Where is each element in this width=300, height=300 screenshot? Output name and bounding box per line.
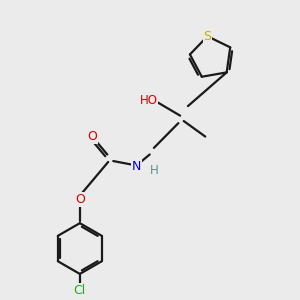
- Text: N: N: [132, 160, 141, 173]
- Text: H: H: [150, 164, 159, 177]
- Text: O: O: [87, 130, 97, 143]
- Text: Cl: Cl: [74, 284, 86, 297]
- Text: O: O: [75, 193, 85, 206]
- Text: HO: HO: [140, 94, 158, 107]
- Text: S: S: [203, 30, 211, 43]
